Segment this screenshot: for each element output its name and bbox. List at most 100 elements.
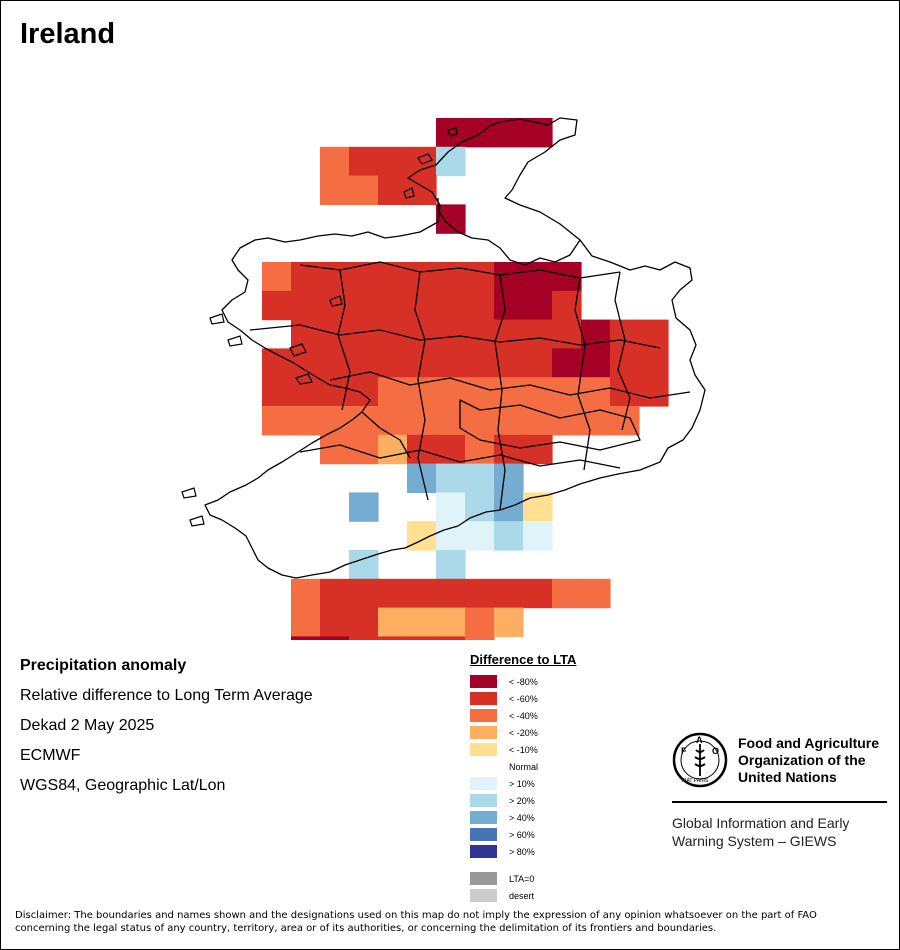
anomaly-cell	[407, 146, 437, 177]
anomaly-cell	[523, 377, 553, 407]
anomaly-cell	[436, 550, 466, 580]
anomaly-cell	[349, 175, 379, 205]
anomaly-grid-cells	[262, 118, 669, 640]
legend-swatch	[470, 811, 497, 824]
anomaly-cell	[262, 348, 292, 378]
legend-swatch	[470, 709, 497, 722]
anomaly-cell	[436, 290, 466, 321]
island	[403, 187, 415, 199]
island	[189, 515, 205, 527]
county-boundary	[337, 269, 351, 411]
anomaly-cell	[291, 578, 321, 609]
anomaly-cell	[436, 521, 466, 551]
anomaly-cell	[291, 319, 321, 349]
anomaly-cell	[349, 636, 379, 640]
island	[181, 487, 197, 499]
anomaly-cell	[436, 636, 466, 640]
anomaly-cell	[465, 406, 495, 436]
product-period: Dekad 2 May 2025	[20, 717, 155, 734]
legend-swatch	[470, 675, 497, 688]
county-boundary	[494, 274, 506, 511]
anomaly-cell	[349, 377, 379, 407]
anomaly-cell	[523, 434, 553, 465]
anomaly-cell	[407, 348, 437, 378]
legend-item: LTA=0	[470, 870, 576, 887]
anomaly-cell	[523, 521, 553, 551]
legend-item: < -10%	[470, 741, 576, 758]
anomaly-cell	[494, 578, 524, 609]
product-heading: Precipitation anomaly	[20, 657, 187, 674]
legend-label: < -80%	[509, 676, 538, 687]
anomaly-cell	[378, 578, 408, 609]
anomaly-cell	[378, 290, 408, 321]
anomaly-cell	[523, 319, 553, 349]
anomaly-cell	[291, 348, 321, 378]
anomaly-cell	[378, 262, 408, 292]
legend-item: > 80%	[470, 843, 576, 860]
anomaly-cell	[407, 262, 437, 292]
legend-swatch	[470, 726, 497, 739]
fao-organization-name: Food and Agriculture Organization of the…	[738, 735, 880, 785]
anomaly-cell	[494, 262, 524, 292]
ireland-boundaries	[204, 117, 706, 579]
giews-name: Global Information and Early Warning Sys…	[672, 815, 850, 849]
island	[289, 343, 307, 357]
anomaly-cell	[552, 262, 582, 292]
legend-item: > 60%	[470, 826, 576, 843]
anomaly-cell	[465, 290, 495, 321]
legend-items: < -80% < -60% < -40% < -20% < -10% Normal > 10…	[470, 673, 576, 860]
anomaly-cell	[291, 636, 321, 640]
anomaly-cell	[465, 319, 495, 349]
legend-swatch	[470, 794, 497, 807]
anomaly-cell	[494, 290, 524, 321]
anomaly-cell	[436, 578, 466, 609]
anomaly-cell	[494, 319, 524, 349]
anomaly-cell	[407, 406, 437, 436]
anomaly-cell	[552, 348, 582, 378]
county-boundary	[614, 271, 631, 431]
anomaly-cell	[465, 521, 495, 551]
anomaly-cell	[320, 636, 350, 640]
anomaly-cell	[349, 607, 379, 637]
legend-swatch	[470, 872, 497, 885]
anomaly-map	[181, 117, 706, 640]
map-title: Ireland	[20, 18, 116, 50]
anomaly-cell	[581, 348, 611, 378]
anomaly-cell	[378, 146, 408, 177]
legend-item: desert	[470, 887, 576, 904]
anomaly-cell	[436, 319, 466, 349]
island	[227, 335, 243, 347]
anomaly-cell	[639, 319, 669, 349]
anomaly-cell	[465, 578, 495, 609]
legend-item: < -80%	[470, 673, 576, 690]
anomaly-cell	[465, 118, 495, 148]
county-boundary	[574, 277, 591, 471]
anomaly-cell	[349, 492, 379, 522]
anomaly-cell	[523, 290, 553, 321]
anomaly-cell	[291, 607, 321, 637]
legend-label: > 40%	[509, 812, 535, 823]
anomaly-cell	[378, 636, 408, 640]
anomaly-cell	[320, 578, 350, 609]
county-boundary	[414, 271, 429, 501]
svg-text:F: F	[681, 746, 687, 756]
anomaly-cell	[436, 406, 466, 436]
county-boundary	[299, 261, 621, 279]
anomaly-cell	[494, 521, 524, 551]
anomaly-cell	[349, 262, 379, 292]
legend-label: > 20%	[509, 795, 535, 806]
product-source: ECMWF	[20, 747, 81, 764]
anomaly-cell	[523, 262, 553, 292]
anomaly-cell	[291, 290, 321, 321]
legend-item: < -60%	[470, 690, 576, 707]
anomaly-cell	[349, 290, 379, 321]
anomaly-cell	[378, 607, 408, 637]
legend-label: < -40%	[509, 710, 538, 721]
anomaly-cell	[378, 348, 408, 378]
county-boundary	[299, 444, 621, 469]
anomaly-cell	[465, 463, 495, 493]
anomaly-cell	[407, 521, 437, 551]
legend-label: < -10%	[509, 744, 538, 755]
county-boundary	[249, 324, 661, 349]
anomaly-cell	[349, 146, 379, 177]
